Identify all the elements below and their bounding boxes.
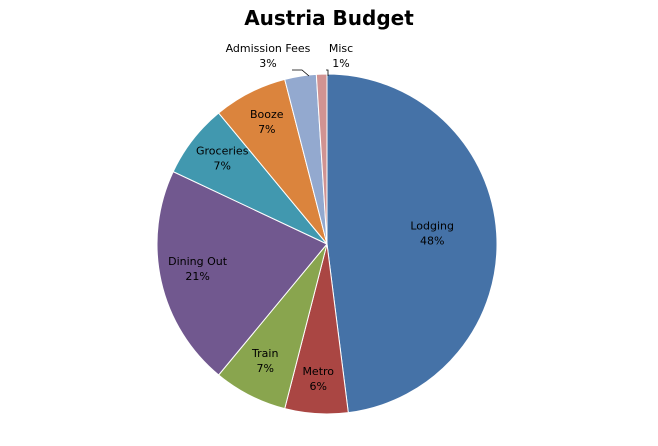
slice-label-name: Misc	[329, 42, 353, 55]
chart-title: Austria Budget	[244, 6, 414, 30]
slice-dining-out	[156, 170, 328, 376]
slice-label-percent: 21%	[185, 270, 209, 283]
slice-label-percent: 48%	[420, 234, 444, 247]
slice-label-name: Dining Out	[168, 255, 228, 268]
slice-label-name: Lodging	[410, 219, 454, 232]
leader-lines	[292, 69, 329, 77]
slice-misc	[315, 73, 328, 245]
leader-line-misc	[326, 69, 329, 76]
slice-label-percent: 3%	[259, 57, 276, 70]
slice-label-percent: 6%	[310, 380, 327, 393]
leader-line-admission-fees	[292, 69, 310, 77]
slice-labels: Lodging 48% Metro 6% Train 7% Dining Out 21% Gro…	[168, 42, 454, 393]
slice-label-percent: 1%	[332, 57, 349, 70]
slice-label-name: Groceries	[196, 145, 249, 158]
slice-lodging	[326, 73, 498, 414]
slice-label-percent: 7%	[258, 123, 275, 136]
slice-label-name: Train	[251, 347, 278, 360]
slice-label-name: Admission Fees	[226, 42, 311, 55]
slice-label-name: Booze	[250, 108, 284, 121]
pie-slices	[156, 73, 498, 415]
slice-label-percent: 7%	[257, 362, 274, 375]
slice-label-name: Metro	[302, 365, 334, 378]
slice-label-percent: 7%	[213, 160, 230, 173]
